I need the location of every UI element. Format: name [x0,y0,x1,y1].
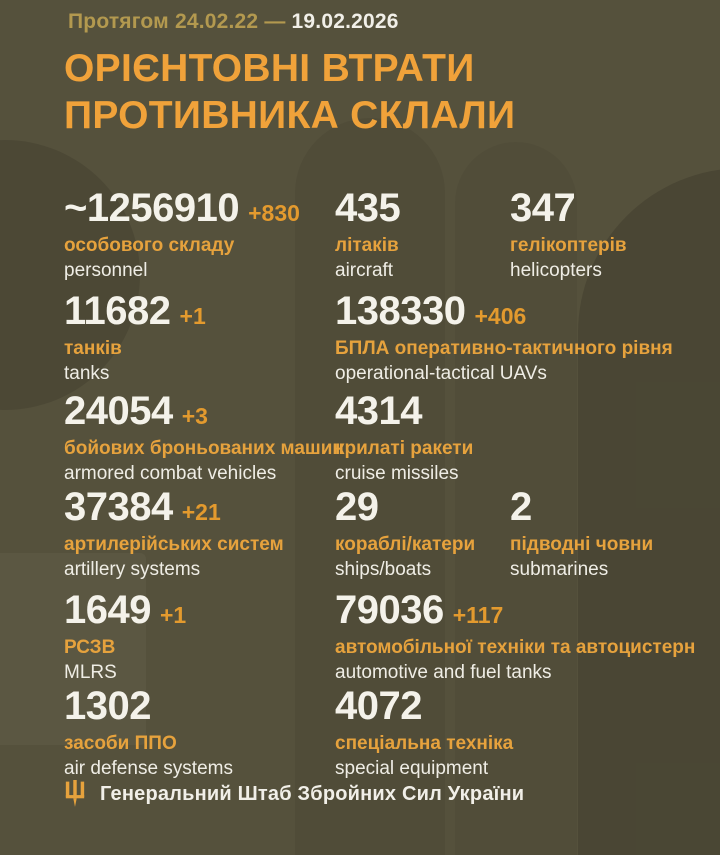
stat-label-en: operational-tactical UAVs [335,362,547,384]
stat-special-equipment: 4072 спеціальна техніка special equipmen… [335,686,513,781]
stat-label-en: aircraft [335,259,394,281]
report-date: 19.02.2026 [291,10,399,33]
stat-label-en: ships/boats [335,558,432,580]
stat-increment: +406 [474,303,527,329]
stat-value: 29 [335,485,379,529]
stat-label-ua: гелікоптерів [510,235,627,256]
stat-label-ua: крилаті ракети [335,438,474,459]
stat-mlrs: 1649 +1 РСЗВ MLRS [64,590,186,685]
stat-ships: 29 кораблі/катери ships/boats [335,487,475,582]
stat-value: 11682 [64,289,171,333]
period-label: Протягом 24.02.22 — [68,10,286,33]
stat-label-ua: підводні човни [510,534,654,555]
title-line-2: ПРОТИВНИКА СКЛАЛИ [64,93,516,137]
stat-value: 4072 [335,684,422,728]
stat-label-ua: бойових броньованих машин [64,438,344,459]
stat-increment: +1 [179,303,206,329]
stat-label-ua: автомобільної техніки та автоцистерн [335,637,696,658]
stat-uavs: 138330 +406 БПЛА оперативно-тактичного рі… [335,291,673,386]
stat-label-en: automotive and fuel tanks [335,661,552,683]
stat-label-en: armored combat vehicles [64,462,277,484]
stat-air-defense: 1302 засоби ППО air defense systems [64,686,233,781]
stat-value: 347 [510,186,576,230]
stat-helicopters: 347 гелікоптерів helicopters [510,188,627,283]
source-org: Генеральний Штаб Збройних Сил України [100,782,525,805]
stat-value: 24054 [64,389,173,433]
stat-label-ua: БПЛА оперативно-тактичного рівня [335,338,673,359]
stat-label-en: submarines [510,558,609,580]
stat-automotive: 79036 +117 автомобільної техніки та автоц… [335,590,695,685]
stat-label-ua: засоби ППО [64,733,177,754]
stat-label-en: personnel [64,259,148,281]
stat-value: 2 [510,485,532,529]
stat-value: 4314 [335,389,422,433]
stat-increment: +3 [181,403,208,429]
stat-artillery: 37384 +21 артилерійських систем artillery… [64,487,284,582]
stat-increment: +830 [248,200,300,226]
stat-cruise-missiles: 4314 крилаті ракети cruise missiles [335,391,473,486]
stat-label-en: MLRS [64,661,117,683]
title-line-1: ОРІЄНТОВНІ ВТРАТИ [64,47,475,90]
stat-tanks: 11682 +1 танків tanks [64,291,206,386]
stat-increment: +1 [159,602,187,628]
stat-value: 1302 [64,684,151,728]
stat-value: 79036 [335,588,444,632]
stat-label-en: tanks [64,362,110,384]
period-line: Протягом 24.02.22 —19.02.2026 [68,10,399,34]
stat-value: 37384 [64,485,173,529]
stat-label-ua: особового складу [64,235,235,256]
stat-label-en: helicopters [510,259,602,281]
stat-personnel: ~1256910 +830 особового складу personnel [64,188,300,283]
stat-value: 435 [335,186,401,230]
stat-value: 1649 [64,588,151,632]
stat-label-ua: спеціальна техніка [335,733,514,754]
footer: Генеральний Штаб Збройних Сил України [64,780,524,808]
stat-label-ua: кораблі/катери [335,534,476,555]
stat-label-en: cruise missiles [335,462,459,484]
trident-icon [65,780,85,807]
stat-increment: +117 [452,602,504,628]
stat-label-en: special equipment [335,757,489,779]
stat-value: 138330 [335,289,466,333]
stat-armored-vehicles: 24054 +3 бойових броньованих машин armore… [64,391,344,486]
stat-increment: +21 [181,499,221,525]
stat-label-ua: РСЗВ [64,637,116,658]
stat-aircraft: 435 літаків aircraft [335,186,401,283]
stat-label-en: artillery systems [64,558,201,580]
stat-value: ~1256910 [64,186,240,230]
stat-label-ua: літаків [335,235,399,256]
stat-label-en: air defense systems [64,757,233,779]
stat-label-ua: танків [64,338,122,359]
stat-label-ua: артилерійських систем [64,534,284,555]
stat-submarines: 2 підводні човни submarines [510,487,653,582]
page-title: ОРІЄНТОВНІ ВТРАТИ ПРОТИВНИКА СКЛАЛИ [64,46,515,140]
